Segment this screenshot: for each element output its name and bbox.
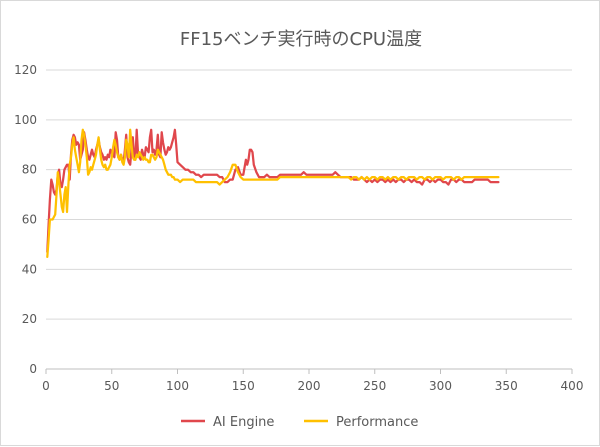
axes: 0 20 40 60 80 100 120 0 50 100 150 200 250 300 350 400 [14, 63, 583, 393]
legend-item: AI Engine [181, 415, 274, 430]
x-tick-label: 300 [429, 379, 452, 393]
x-tick-label: 0 [42, 379, 50, 393]
x-tick-label: 250 [363, 379, 386, 393]
x-tick-label: 150 [232, 379, 255, 393]
x-tick-label: 100 [166, 379, 189, 393]
y-tick-label: 20 [22, 312, 37, 326]
legend-item: Performance [304, 415, 418, 430]
y-tick-label: 0 [29, 362, 37, 376]
y-tick-label: 40 [22, 262, 37, 276]
series-group [46, 128, 500, 259]
series-line-performance [46, 128, 500, 259]
gridlines [46, 69, 572, 320]
y-tick-label: 120 [14, 63, 37, 77]
series-line-ai-engine [46, 128, 500, 254]
x-tick-label: 200 [298, 379, 321, 393]
x-tick-label: 350 [495, 379, 518, 393]
legend-label: AI Engine [213, 415, 274, 430]
y-tick-label: 80 [22, 163, 37, 177]
x-tick-label: 50 [104, 379, 119, 393]
legend: AI Engine Performance [181, 415, 418, 430]
chart-title: FF15ベンチ実行時のCPU温度 [180, 29, 422, 50]
x-tick-label: 400 [561, 379, 584, 393]
y-tick-label: 60 [22, 213, 37, 227]
legend-label: Performance [336, 415, 418, 430]
y-tick-label: 100 [14, 113, 37, 127]
